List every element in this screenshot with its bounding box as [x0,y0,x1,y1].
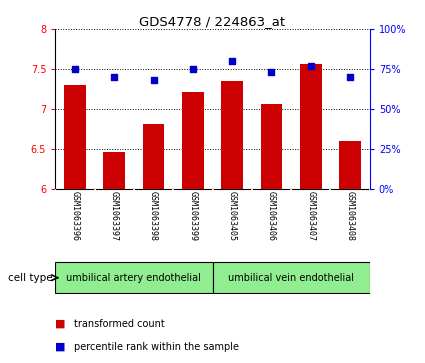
Text: GSM1063405: GSM1063405 [228,191,237,241]
Bar [143,124,164,189]
Text: GSM1063407: GSM1063407 [306,191,315,241]
Text: GSM1063399: GSM1063399 [188,191,197,241]
Point [150,77,157,83]
Title: GDS4778 / 224863_at: GDS4778 / 224863_at [139,15,286,28]
Text: percentile rank within the sample: percentile rank within the sample [74,342,239,352]
Text: GSM1063406: GSM1063406 [267,191,276,241]
Bar [339,141,361,189]
Text: GSM1063408: GSM1063408 [346,191,354,241]
Point [71,66,78,72]
Bar [55,262,212,293]
Text: cell type: cell type [8,273,52,283]
Point [347,74,354,80]
Bar [221,81,243,189]
Text: umbilical artery endothelial: umbilical artery endothelial [66,273,201,283]
Point [307,63,314,69]
Bar [261,105,282,189]
Text: GSM1063398: GSM1063398 [149,191,158,241]
Text: transformed count: transformed count [74,318,165,329]
Text: GSM1063397: GSM1063397 [110,191,119,241]
Text: ■: ■ [55,318,66,329]
Point [111,74,118,80]
Point [268,69,275,75]
Bar [64,85,86,189]
Bar [212,262,370,293]
Bar [103,152,125,189]
Point [190,66,196,72]
Bar [300,64,322,189]
Text: ■: ■ [55,342,66,352]
Text: GSM1063396: GSM1063396 [71,191,79,241]
Text: umbilical vein endothelial: umbilical vein endothelial [228,273,354,283]
Bar [182,91,204,189]
Point [229,58,235,64]
